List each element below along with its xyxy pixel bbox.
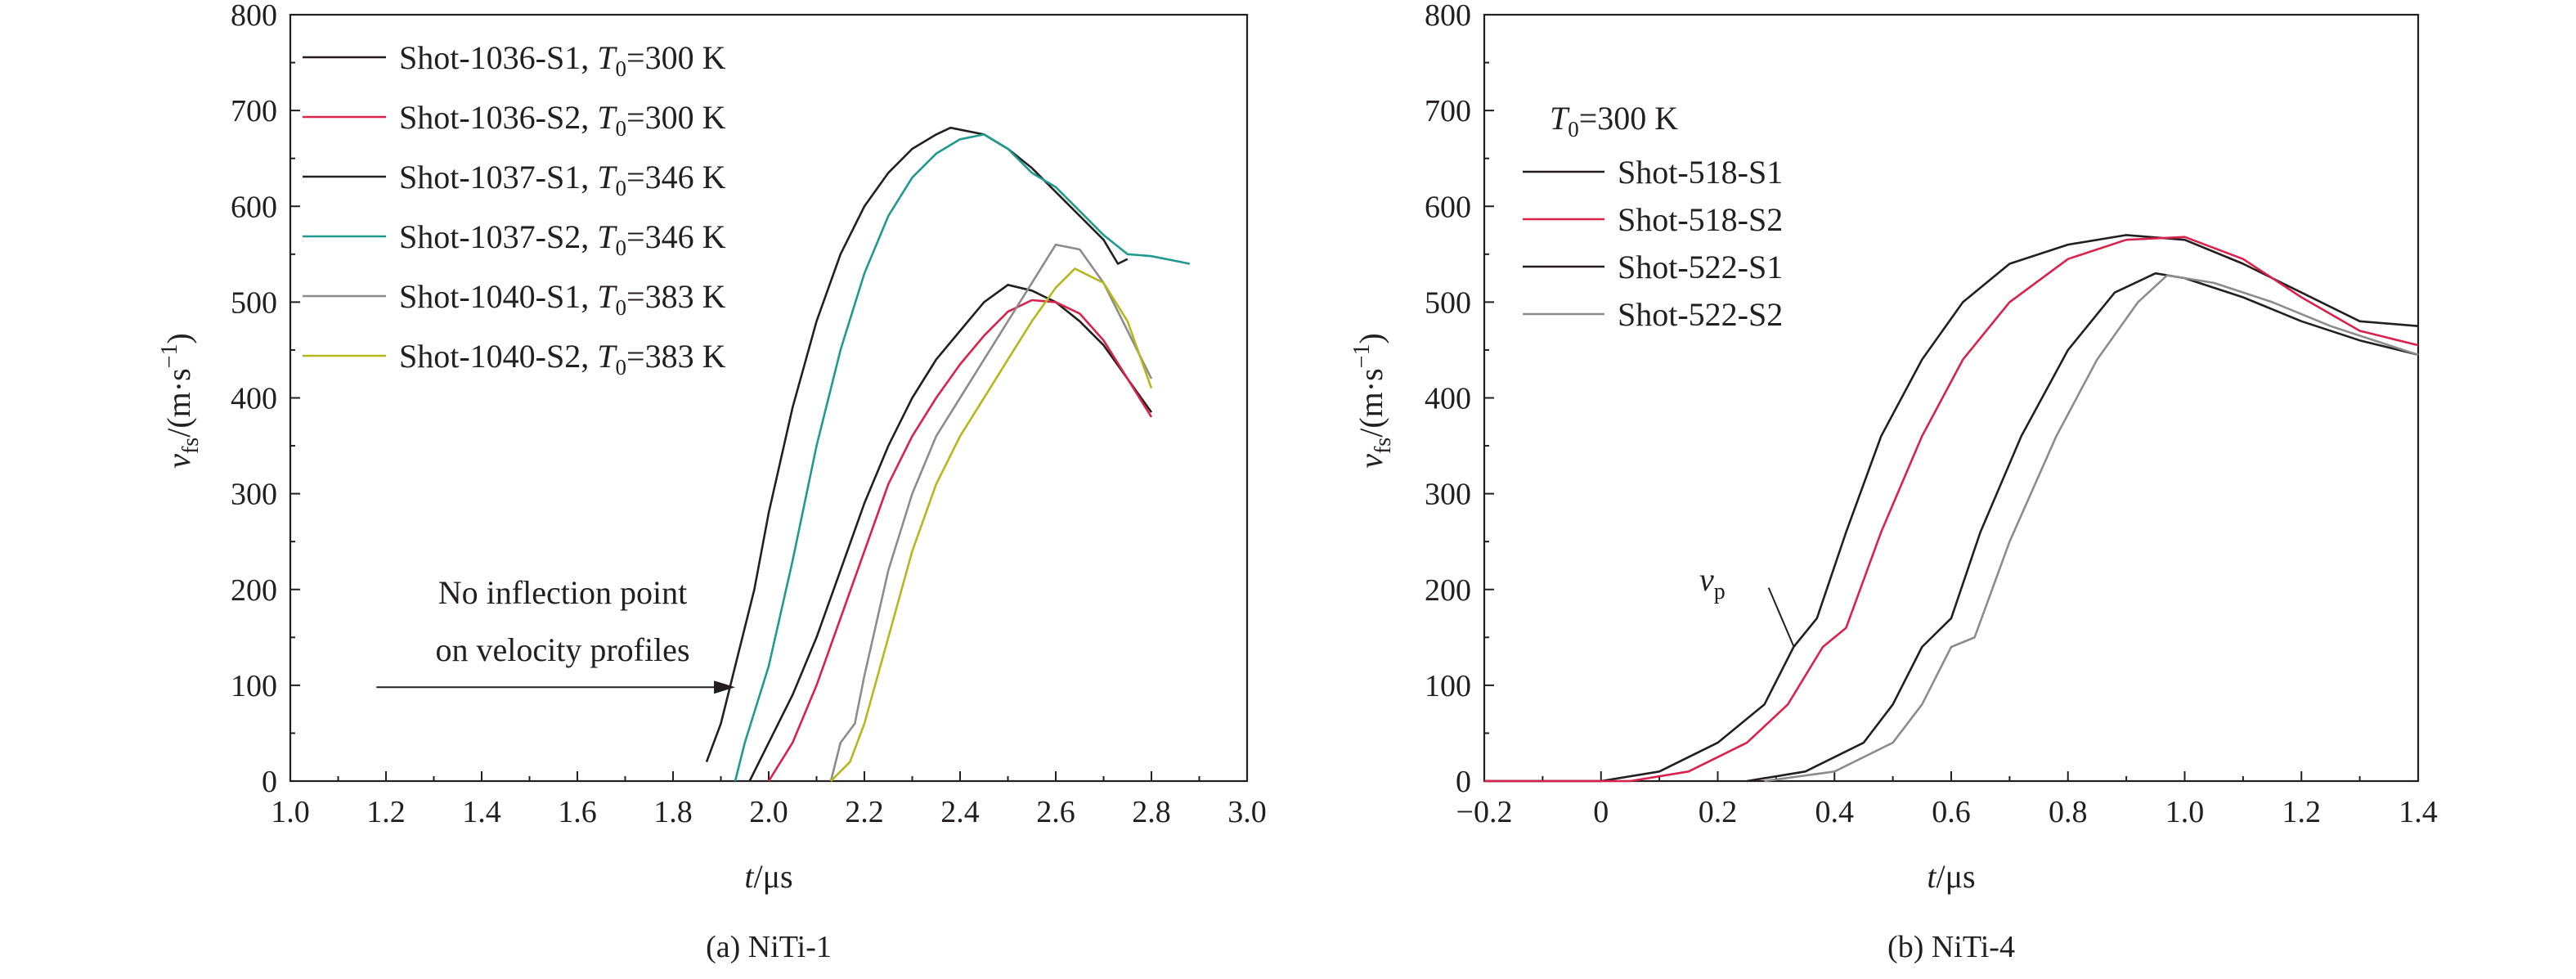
panel-b-annotation: vp — [1699, 561, 1795, 647]
legend-label: Shot-1040-S2, T0=383 K — [399, 338, 726, 379]
series-line-shot-1037-s1 — [705, 126, 1129, 763]
series-line-shot-522-s2 — [1764, 274, 2419, 783]
y-tick-label: 300 — [231, 478, 277, 512]
y-tick-label: 500 — [1425, 285, 1471, 320]
x-tick-label: −0.2 — [1456, 795, 1513, 829]
panel-b: −0.2 0 0.2 0.4 0.6 0.8 1.0 1.2 1.401002003004005… — [1349, 0, 2438, 964]
legend-label: Shot-1036-S1, T0=300 K — [399, 39, 726, 81]
series-line-shot-518-s1 — [1484, 234, 2419, 783]
x-tick-label: 1.4 — [2399, 795, 2438, 829]
legend-label: Shot-518-S1 — [1618, 154, 1783, 191]
x-tick-label: 0.2 — [1699, 795, 1738, 829]
panel-b-caption: (b) NiTi-4 — [1887, 930, 2015, 964]
x-tick-label: 3.0 — [1227, 795, 1267, 829]
x-tick-label: 1.8 — [653, 795, 693, 829]
y-tick-label: 700 — [1425, 94, 1471, 128]
legend-label: Shot-1036-S2, T0=300 K — [399, 99, 726, 141]
panel-a-x-axis-label: t/μs — [744, 858, 792, 895]
y-tick-label: 400 — [231, 382, 277, 416]
y-tick-label: 100 — [1425, 669, 1471, 703]
x-tick-label: 1.2 — [2282, 795, 2322, 829]
x-tick-label: 2.2 — [845, 795, 884, 829]
panel-b-y-axis-label: vfs/(m·s−1) — [1349, 333, 1396, 469]
x-tick-label: 1.4 — [462, 795, 501, 829]
panel-a-y-axis-label: vfs/(m·s−1) — [157, 333, 204, 469]
annotation-line-1: No inflection point — [438, 574, 687, 611]
y-tick-label: 200 — [1425, 573, 1471, 608]
y-tick-label: 500 — [231, 285, 277, 320]
panel-b-ticks: −0.2 0 0.2 0.4 0.6 0.8 1.0 1.2 1.401002003004005… — [1425, 0, 2438, 829]
legend-entry-shot-518-s1: Shot-518-S1 — [1523, 154, 1783, 191]
annotation-leader-line — [1767, 587, 1795, 647]
legend-entry-shot-1037-s2: Shot-1037-S2, T0=346 K — [303, 218, 726, 260]
series-line-shot-1040-s1 — [829, 243, 1153, 782]
panel-b-legend: T0=300 K Shot-518-S1 Shot-518-S2 Shot-52… — [1523, 100, 1783, 333]
panel-b-x-axis-label: t/μs — [1927, 858, 1975, 895]
x-tick-label: 1.6 — [558, 795, 597, 829]
panel-b-curves — [1484, 234, 2419, 783]
series-line-shot-1037-s2 — [734, 133, 1191, 782]
y-tick-label: 400 — [1425, 382, 1471, 416]
legend-entry-shot-522-s1: Shot-522-S1 — [1523, 249, 1783, 285]
y-tick-label: 0 — [262, 765, 277, 799]
legend-entry-shot-1037-s1: Shot-1037-S1, T0=346 K — [303, 159, 726, 200]
y-tick-label: 600 — [231, 190, 277, 224]
x-tick-label: 0.6 — [1932, 795, 1971, 829]
legend-label: Shot-522-S2 — [1618, 296, 1783, 333]
annotation-line-2: on velocity profiles — [435, 631, 689, 668]
legend-entry-shot-1036-s1: Shot-1036-S1, T0=300 K — [303, 39, 726, 81]
panel-a: 1.0 1.2 1.4 1.6 1.8 2.0 2.2 2.4 2.6 2.8 3.0 0 100 200… — [157, 0, 1267, 964]
panel-a-curves — [705, 126, 1191, 782]
y-tick-label: 800 — [231, 0, 277, 33]
panel-a-legend: Shot-1036-S1, T0=300 K Shot-1036-S2, T0=… — [303, 39, 726, 379]
x-tick-label: 0 — [1593, 795, 1609, 829]
x-tick-label: 1.0 — [2165, 795, 2205, 829]
legend-entry-shot-1040-s1: Shot-1040-S1, T0=383 K — [303, 278, 726, 320]
legend-entry-shot-522-s2: Shot-522-S2 — [1523, 296, 1783, 333]
series-line-shot-522-s1 — [1746, 272, 2419, 783]
annotation-vp-label: vp — [1699, 561, 1726, 604]
legend-entry-shot-1036-s2: Shot-1036-S2, T0=300 K — [303, 99, 726, 141]
x-tick-label: 1.2 — [366, 795, 406, 829]
y-tick-label: 800 — [1425, 0, 1471, 33]
x-tick-label: 0.4 — [1815, 795, 1855, 829]
y-tick-label: 600 — [1425, 190, 1471, 224]
y-tick-label: 700 — [231, 94, 277, 128]
legend-entry-shot-518-s2: Shot-518-S2 — [1523, 201, 1783, 238]
x-tick-label: 2.8 — [1132, 795, 1171, 829]
x-tick-label: 1.0 — [271, 795, 310, 829]
y-tick-label: 300 — [1425, 478, 1471, 512]
x-tick-label: 2.0 — [749, 795, 788, 829]
panel-a-ticks: 1.0 1.2 1.4 1.6 1.8 2.0 2.2 2.4 2.6 2.8 3.0 0 100 200… — [231, 0, 1267, 829]
panel-a-caption: (a) NiTi-1 — [706, 930, 832, 964]
y-tick-label: 0 — [1456, 765, 1471, 799]
legend-label: Shot-1040-S1, T0=383 K — [399, 278, 726, 320]
legend-label: Shot-522-S1 — [1618, 249, 1783, 285]
x-tick-label: 2.6 — [1036, 795, 1075, 829]
annotation-arrowhead — [714, 680, 736, 694]
series-line-shot-1040-s2 — [830, 267, 1153, 782]
series-line-shot-518-s2 — [1484, 236, 2419, 783]
series-line-shot-1036-s2 — [767, 299, 1153, 782]
legend-entry-shot-1040-s2: Shot-1040-S2, T0=383 K — [303, 338, 726, 379]
legend-label: Shot-1037-S1, T0=346 K — [399, 159, 726, 200]
legend-label: Shot-1037-S2, T0=346 K — [399, 218, 726, 260]
panel-a-annotation: No inflection point on velocity profiles — [376, 574, 736, 694]
y-tick-label: 200 — [231, 573, 277, 608]
y-tick-label: 100 — [231, 669, 277, 703]
series-line-shot-1036-s1 — [748, 284, 1153, 782]
legend-label: Shot-518-S2 — [1618, 201, 1783, 238]
x-tick-label: 0.8 — [2049, 795, 2088, 829]
x-tick-label: 2.4 — [940, 795, 980, 829]
legend-title: T0=300 K — [1550, 100, 1678, 141]
